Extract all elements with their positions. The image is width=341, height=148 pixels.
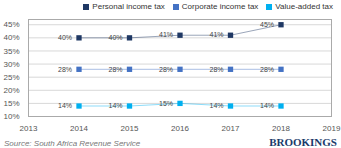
svg-text:15%: 15% [159,100,173,107]
html-text:BROOKINGS: BROOKINGS [269,136,337,148]
svg-text:2017: 2017 [222,124,240,132]
svg-text:14%: 14% [108,102,122,109]
svg-text:20%: 20% [3,86,19,95]
svg-text:45%: 45% [260,21,274,28]
svg-text:14%: 14% [260,102,274,109]
html-text:Personal income tax: Personal income tax [92,2,165,11]
svg-text:2018: 2018 [272,124,290,132]
svg-text:30%: 30% [3,60,19,69]
svg-text:2016: 2016 [171,124,189,132]
svg-text:2013: 2013 [20,124,38,132]
html-text:Corporate income tax: Corporate income tax [181,2,259,11]
svg-text:40%: 40% [3,33,19,42]
svg-text:35%: 35% [3,47,19,56]
svg-text:28%: 28% [58,66,72,73]
svg-text:25%: 25% [3,73,19,82]
svg-text:28%: 28% [108,66,122,73]
svg-text:40%: 40% [58,34,72,41]
svg-text:14%: 14% [209,102,223,109]
svg-text:28%: 28% [159,66,173,73]
svg-text:28%: 28% [260,66,274,73]
svg-text:41%: 41% [159,31,173,38]
svg-text:2019: 2019 [323,124,341,132]
svg-text:2015: 2015 [121,124,139,132]
svg-text:15%: 15% [3,99,19,108]
svg-text:2014: 2014 [70,124,88,132]
svg-text:41%: 41% [209,31,223,38]
svg-text:14%: 14% [58,102,72,109]
html-text:Source: South Africa Revenue S: Source: South Africa Revenue Service [4,139,141,148]
svg-text:45%: 45% [3,20,19,29]
html-text:Value-added tax: Value-added tax [275,2,333,11]
svg-text:28%: 28% [209,66,223,73]
svg-text:40%: 40% [108,34,122,41]
svg-text:10%: 10% [3,112,19,121]
